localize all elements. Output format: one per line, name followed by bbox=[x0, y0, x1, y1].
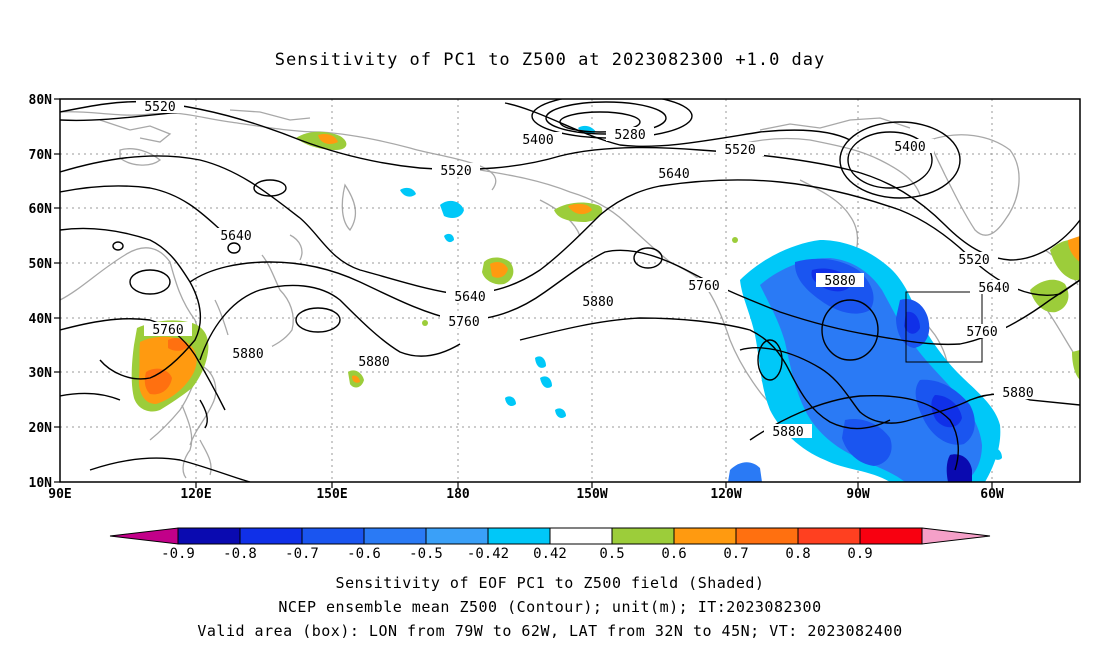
contour-label-bg bbox=[224, 346, 272, 360]
colorbar: -0.9 -0.8 -0.7 -0.6 -0.5 -0.42 0.42 0.5 0.6 0.7 0.… bbox=[109, 527, 991, 562]
contour-label: 5400 bbox=[522, 133, 553, 148]
lon-tick-label: 120E bbox=[180, 487, 211, 502]
contour-label: 5640 bbox=[978, 281, 1009, 296]
contour-label-bg bbox=[994, 385, 1042, 399]
lon-tick-label: 150W bbox=[576, 487, 607, 502]
colorbar-tick-label: -0.42 bbox=[467, 546, 509, 562]
colorbar-tick-label: -0.6 bbox=[347, 546, 381, 562]
contour-label-bg bbox=[886, 139, 934, 153]
contour-label-bg bbox=[716, 142, 764, 156]
colorbar-cell bbox=[239, 527, 303, 545]
contour-label: 5520 bbox=[724, 143, 755, 158]
footer-line-3: Valid area (box): LON from 79W to 62W, L… bbox=[197, 622, 903, 640]
contour-label: 5520 bbox=[440, 164, 471, 179]
contour-labels: 5520 5400 5280 5520 5400 5520 5640 5640 … bbox=[136, 99, 1042, 440]
contour-label-bg bbox=[606, 127, 654, 141]
longitude-axis: 90E 120E 150E 180 150W 120W 90W 60W bbox=[48, 482, 1004, 502]
colorbar-cell bbox=[797, 527, 861, 545]
colorbar-tick-label: 0.5 bbox=[599, 546, 624, 562]
colorbar-cell bbox=[735, 527, 799, 545]
colorbar-tick-label: 0.6 bbox=[661, 546, 686, 562]
colorbar-tick-label: -0.9 bbox=[161, 546, 195, 562]
colorbar-max-triangle bbox=[921, 527, 991, 545]
contour-label: 5400 bbox=[894, 140, 925, 155]
lon-tick-label: 60W bbox=[980, 487, 1004, 502]
lat-tick-label: 20N bbox=[29, 421, 53, 436]
colorbar-tick-label: 0.9 bbox=[847, 546, 872, 562]
contour-label-bg bbox=[574, 294, 622, 308]
lat-tick-label: 40N bbox=[29, 312, 53, 327]
contour-label: 5640 bbox=[220, 229, 251, 244]
contour-label: 5880 bbox=[358, 355, 389, 370]
chart-title: Sensitivity of PC1 to Z500 at 2023082300… bbox=[274, 50, 826, 70]
lat-tick-label: 30N bbox=[29, 366, 53, 381]
contour-label: 5640 bbox=[454, 290, 485, 305]
contour-label: 5880 bbox=[772, 425, 803, 440]
colorbar-cell bbox=[611, 527, 675, 545]
colorbar-tick-label: -0.7 bbox=[285, 546, 319, 562]
contour-label: 5280 bbox=[614, 128, 645, 143]
contour-label-bg bbox=[970, 280, 1018, 294]
lat-tick-label: 50N bbox=[29, 257, 53, 272]
colorbar-min-triangle bbox=[109, 527, 179, 545]
latitude-axis: 80N 70N 60N 50N 40N 30N 20N 10N bbox=[29, 93, 60, 491]
lat-tick-label: 60N bbox=[29, 202, 53, 217]
contour-label-bg bbox=[950, 252, 998, 266]
contour-label-bg bbox=[764, 424, 812, 438]
contour-label-bg bbox=[432, 163, 480, 177]
contour-label: 5760 bbox=[152, 323, 183, 338]
lon-tick-label: 90E bbox=[48, 487, 71, 502]
colorbar-cell bbox=[487, 527, 551, 545]
contour-label: 5760 bbox=[688, 279, 719, 294]
colorbar-tick-label: 0.42 bbox=[533, 546, 567, 562]
lon-tick-label: 180 bbox=[446, 487, 470, 502]
contour-label: 5640 bbox=[658, 167, 689, 182]
contour-label: 5520 bbox=[958, 253, 989, 268]
contour-label-bg bbox=[514, 132, 562, 146]
colorbar-cell bbox=[549, 527, 613, 545]
contour-label-bg bbox=[446, 289, 494, 303]
contour-label-bg bbox=[680, 278, 728, 292]
lat-tick-label: 10N bbox=[29, 476, 53, 491]
contour-label-bg bbox=[816, 273, 864, 287]
colorbar-tick-label: 0.7 bbox=[723, 546, 748, 562]
contour-label-bg bbox=[958, 324, 1006, 338]
contour-label-bg bbox=[144, 322, 192, 336]
contour-label: 5880 bbox=[232, 347, 263, 362]
z500-contours bbox=[60, 99, 1080, 482]
contour-label: 5880 bbox=[824, 274, 855, 289]
contour-label-bg bbox=[136, 99, 184, 113]
contour-label: 5880 bbox=[1002, 386, 1033, 401]
contour-label: 5520 bbox=[144, 100, 175, 115]
colorbar-cell bbox=[301, 527, 365, 545]
contour-label-bg bbox=[212, 228, 260, 242]
map-frame bbox=[59, 98, 1081, 483]
contour-label: 5760 bbox=[966, 325, 997, 340]
contour-label: 5880 bbox=[582, 295, 613, 310]
lon-tick-label: 150E bbox=[316, 487, 347, 502]
colorbar-cell bbox=[673, 527, 737, 545]
lat-tick-label: 80N bbox=[29, 93, 53, 108]
footer-line-1: Sensitivity of EOF PC1 to Z500 field (Sh… bbox=[335, 574, 765, 592]
colorbar-tick-label: 0.8 bbox=[785, 546, 810, 562]
lat-tick-label: 70N bbox=[29, 148, 53, 163]
contour-label-bg bbox=[650, 166, 698, 180]
contour-label-bg bbox=[440, 314, 488, 328]
colorbar-cell bbox=[425, 527, 489, 545]
colorbar-cell bbox=[177, 527, 241, 545]
contour-label: 5760 bbox=[448, 315, 479, 330]
colorbar-tick-label: -0.8 bbox=[223, 546, 257, 562]
colorbar-cell bbox=[363, 527, 427, 545]
footer-line-2: NCEP ensemble mean Z500 (Contour); unit(… bbox=[278, 598, 822, 616]
contour-label-bg bbox=[350, 354, 398, 368]
colorbar-cell bbox=[859, 527, 923, 545]
colorbar-tick-label: -0.5 bbox=[409, 546, 443, 562]
lon-tick-label: 90W bbox=[846, 487, 870, 502]
lon-tick-label: 120W bbox=[710, 487, 741, 502]
